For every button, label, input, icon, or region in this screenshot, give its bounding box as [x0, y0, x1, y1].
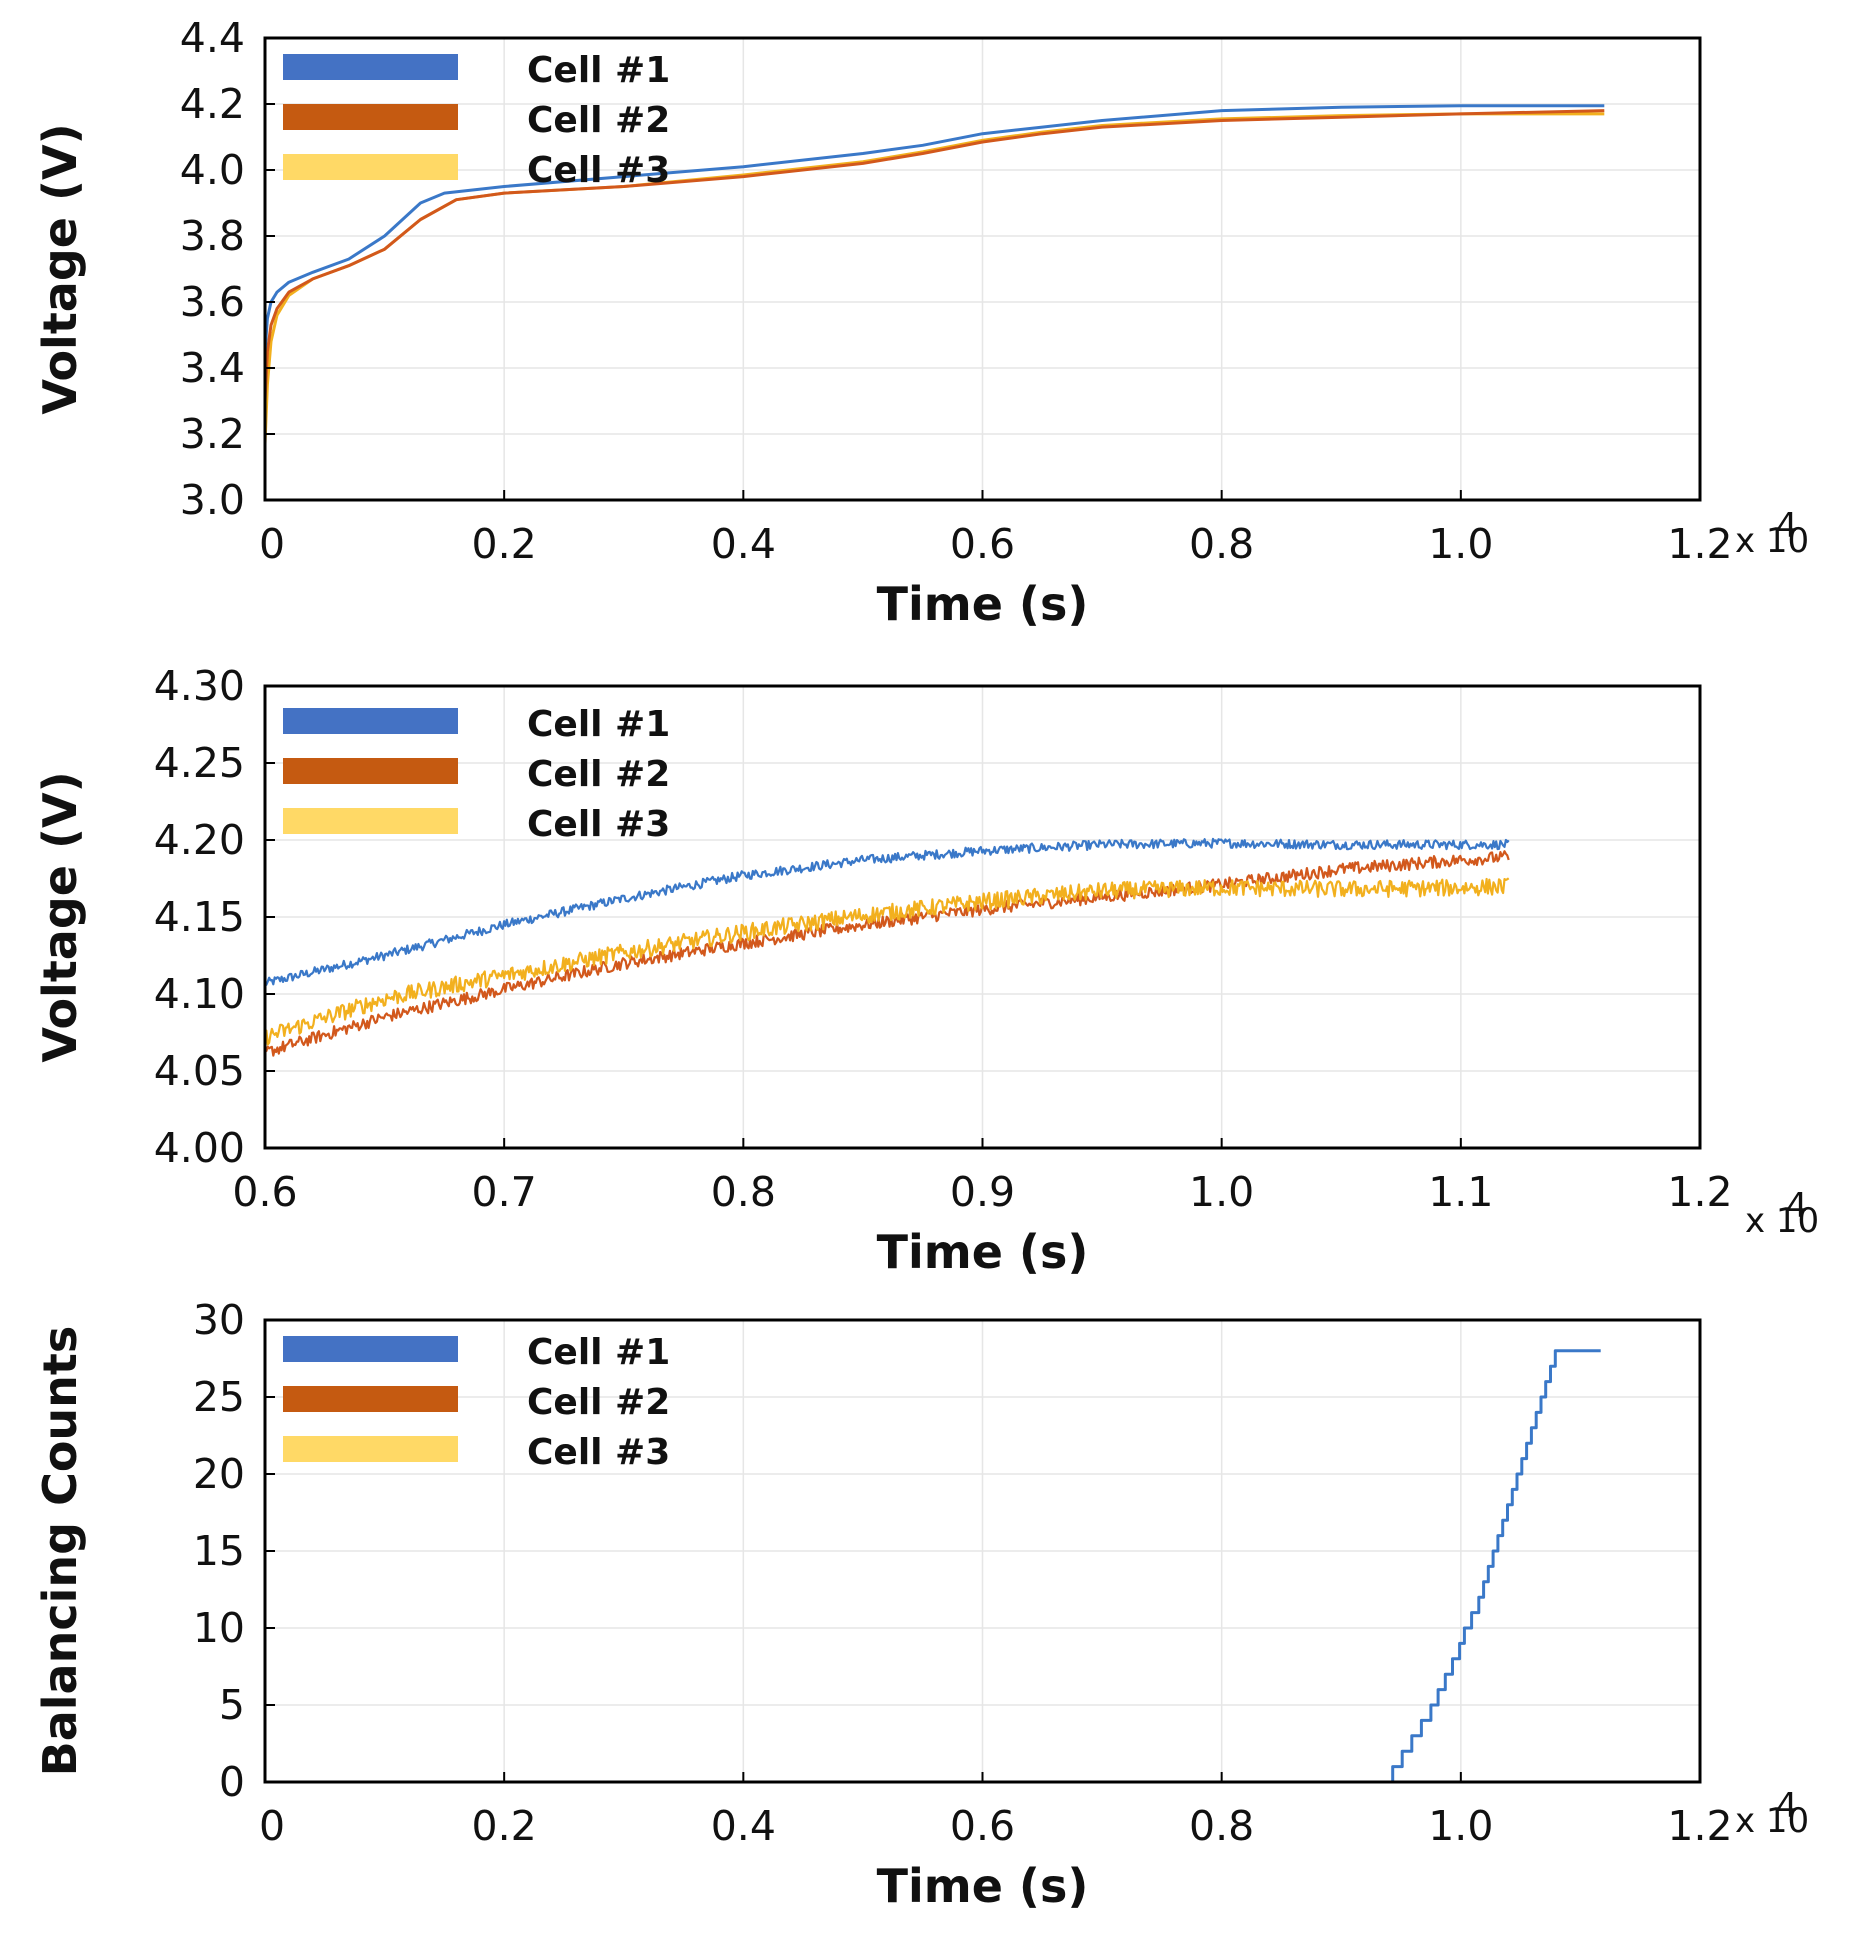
y-tick-label: 15 [193, 1527, 245, 1575]
x-axis-multiplier: x 10 [1735, 1801, 1809, 1841]
x-axis-label: Time (s) [877, 1859, 1089, 1913]
legend: Cell #1 Cell #2 Cell #3 [283, 50, 670, 191]
legend-swatch-cell-3 [283, 1436, 458, 1462]
x-axis-multiplier-exponent: 4 [1786, 1186, 1808, 1226]
legend-label-cell-2: Cell #2 [527, 754, 670, 795]
legend-swatch-cell-3 [283, 808, 458, 834]
y-tick-label: 4.10 [154, 970, 245, 1018]
x-tick-label: 1.2 [1667, 1802, 1732, 1850]
grid [265, 1320, 1700, 1782]
x-axis-label: Time (s) [877, 1225, 1089, 1279]
chart-panel-3: 0 5 10 15 20 25 30 0 0.2 0.4 0.6 0.8 1.0 1.2 x 104 Time… [33, 1296, 1809, 1913]
x-tick-label: 0.8 [711, 1168, 776, 1216]
y-tick-label: 4.25 [154, 739, 245, 787]
x-axis-multiplier-exponent: 4 [1776, 1786, 1798, 1826]
x-tick-label: 1.0 [1428, 520, 1493, 568]
legend-swatch-cell-1 [283, 708, 458, 734]
x-tick-label: 0.9 [950, 1168, 1015, 1216]
x-tick-label: 0.7 [472, 1168, 537, 1216]
x-tick-label: 1.2 [1667, 520, 1732, 568]
legend-label-cell-1: Cell #1 [527, 704, 670, 745]
legend-label-cell-2: Cell #2 [527, 1382, 670, 1423]
y-tick-label: 30 [193, 1296, 245, 1344]
y-tick-label: 3.0 [180, 476, 245, 524]
chart-panel-1: 3.0 3.2 3.4 3.6 3.8 4.0 4.2 4.4 0 0.2 0.4 0.6 0.8 1.0… [33, 14, 1809, 631]
x-tick-label: 0.8 [1189, 1802, 1254, 1850]
legend-swatch-cell-2 [283, 1386, 458, 1412]
y-axis-label: Voltage (V) [33, 771, 87, 1062]
x-axis-label: Time (s) [877, 577, 1089, 631]
legend-swatch-cell-1 [283, 54, 458, 80]
y-tick-label: 10 [193, 1604, 245, 1652]
legend-label-cell-1: Cell #1 [527, 1332, 670, 1373]
y-axis-label: Balancing Counts [33, 1326, 87, 1777]
x-tick-label: 0.6 [950, 520, 1015, 568]
x-tick-label: 0.4 [711, 520, 776, 568]
legend: Cell #1 Cell #2 Cell #3 [283, 1332, 670, 1473]
x-tick-label: 0.2 [472, 1802, 537, 1850]
legend-swatch-cell-1 [283, 1336, 458, 1362]
y-tick-label: 3.4 [180, 344, 245, 392]
legend-label-cell-3: Cell #3 [527, 1432, 670, 1473]
x-tick-label: 0 [259, 520, 285, 568]
series-group [265, 1349, 1605, 1782]
x-tick-label: 0 [259, 1802, 285, 1850]
x-tick-label: 0.6 [950, 1802, 1015, 1850]
legend: Cell #1 Cell #2 Cell #3 [283, 704, 670, 845]
x-axis-multiplier: x 10 [1745, 1201, 1819, 1241]
x-tick-label: 1.2 [1667, 1168, 1732, 1216]
y-tick-label: 4.00 [154, 1124, 245, 1172]
series-line-cell-2 [265, 850, 1510, 1057]
x-tick-label: 1.0 [1189, 1168, 1254, 1216]
y-tick-label: 5 [219, 1681, 245, 1729]
y-tick-label: 0 [219, 1758, 245, 1806]
x-tick-label: 1.1 [1428, 1168, 1493, 1216]
y-axis-label: Voltage (V) [33, 123, 87, 414]
legend-label-cell-3: Cell #3 [527, 804, 670, 845]
series-line-cell-3 [265, 877, 1510, 1046]
y-tick-label: 4.0 [180, 146, 245, 194]
y-tick-label: 4.30 [154, 662, 245, 710]
y-tick-label: 4.2 [180, 80, 245, 128]
legend-label-cell-3: Cell #3 [527, 150, 670, 191]
legend-label-cell-1: Cell #1 [527, 50, 670, 91]
grid [265, 686, 1700, 1148]
y-tick-label: 20 [193, 1450, 245, 1498]
y-tick-label: 25 [193, 1373, 245, 1421]
x-tick-label: 0.2 [472, 520, 537, 568]
legend-label-cell-2: Cell #2 [527, 100, 670, 141]
legend-swatch-cell-3 [283, 154, 458, 180]
y-tick-label: 3.8 [180, 212, 245, 260]
series-line-cell-1 [265, 1349, 1601, 1782]
series-line-cell-1 [265, 104, 1605, 352]
series-group [265, 104, 1605, 444]
y-tick-label: 4.20 [154, 816, 245, 864]
chart-panel-2: 4.00 4.05 4.10 4.15 4.20 4.25 4.30 0.6 0.7 0.8 0.9… [33, 662, 1819, 1279]
x-axis-multiplier: x 10 [1735, 521, 1809, 561]
y-tick-label: 3.2 [180, 410, 245, 458]
legend-swatch-cell-2 [283, 758, 458, 784]
y-tick-label: 4.05 [154, 1047, 245, 1095]
series-group [265, 837, 1510, 1057]
x-tick-label: 1.0 [1428, 1802, 1493, 1850]
x-axis-multiplier-exponent: 4 [1776, 506, 1798, 546]
x-tick-label: 0.4 [711, 1802, 776, 1850]
series-line-cell-1 [265, 837, 1510, 986]
y-tick-label: 4.4 [180, 14, 245, 62]
series-line-cell-2 [265, 109, 1605, 402]
legend-swatch-cell-2 [283, 104, 458, 130]
x-tick-label: 0.6 [232, 1168, 297, 1216]
y-tick-label: 4.15 [154, 893, 245, 941]
x-tick-label: 0.8 [1189, 520, 1254, 568]
y-tick-label: 3.6 [180, 278, 245, 326]
